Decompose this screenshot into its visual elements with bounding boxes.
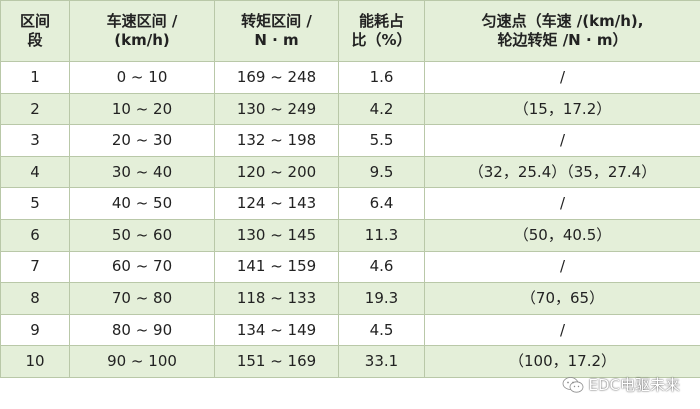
cell-segment: 10 <box>0 345 70 378</box>
cell-torque: 124 ~ 143 <box>214 187 339 220</box>
cell-point: / <box>424 187 700 220</box>
cell-ratio: 19.3 <box>338 282 425 315</box>
cell-ratio: 1.6 <box>338 61 425 94</box>
cell-segment: 6 <box>0 218 70 252</box>
cell-speed: 70 ~ 80 <box>69 282 215 315</box>
cell-speed: 60 ~ 70 <box>69 250 215 284</box>
cell-ratio: 4.6 <box>338 250 425 284</box>
energy-consumption-table: 区间 段 车速区间 / (km/h) 转矩区间 / N · m 能耗占 比（%）… <box>0 0 700 378</box>
cell-point: （50，40.5） <box>424 218 700 252</box>
table-row: 7 60 ~ 70 141 ~ 159 4.6 / <box>0 250 700 284</box>
header-row: 区间 段 车速区间 / (km/h) 转矩区间 / N · m 能耗占 比（%）… <box>0 0 700 62</box>
cell-speed: 80 ~ 90 <box>69 313 215 347</box>
cell-torque: 134 ~ 149 <box>214 313 339 347</box>
cell-point: / <box>424 124 700 157</box>
cell-ratio: 33.1 <box>338 345 425 378</box>
cell-point: （32，25.4）（35，27.4） <box>424 155 700 189</box>
cell-speed: 50 ~ 60 <box>69 218 215 252</box>
table-row: 1 0 ~ 10 169 ~ 248 1.6 / <box>0 61 700 94</box>
cell-ratio: 11.3 <box>338 218 425 252</box>
cell-segment: 3 <box>0 124 70 157</box>
cell-torque: 130 ~ 249 <box>214 92 339 126</box>
cell-segment: 4 <box>0 155 70 189</box>
header-speed-line2: (km/h) <box>114 31 170 49</box>
cell-speed: 40 ~ 50 <box>69 187 215 220</box>
cell-ratio: 4.2 <box>338 92 425 126</box>
header-ratio-line2: 比（%） <box>351 31 412 49</box>
table-row: 9 80 ~ 90 134 ~ 149 4.5 / <box>0 313 700 347</box>
watermark: EDC电驱未来 <box>562 374 680 395</box>
cell-ratio: 4.5 <box>338 313 425 347</box>
cell-point: / <box>424 313 700 347</box>
cell-torque: 169 ~ 248 <box>214 61 339 94</box>
header-torque-line2: N · m <box>254 31 299 49</box>
header-point-line1: 匀速点（车速 /(km/h), <box>481 12 644 31</box>
table-row: 5 40 ~ 50 124 ~ 143 6.4 / <box>0 187 700 220</box>
table-header: 区间 段 车速区间 / (km/h) 转矩区间 / N · m 能耗占 比（%）… <box>0 0 700 62</box>
header-torque-range: 转矩区间 / N · m <box>214 0 339 62</box>
cell-torque: 120 ~ 200 <box>214 155 339 189</box>
cell-segment: 5 <box>0 187 70 220</box>
table-row: 2 10 ~ 20 130 ~ 249 4.2 （15，17.2） <box>0 92 700 126</box>
table-row: 10 90 ~ 100 151 ~ 169 33.1 （100，17.2） <box>0 345 700 378</box>
header-segment-line2: 段 <box>27 31 43 49</box>
cell-speed: 30 ~ 40 <box>69 155 215 189</box>
cell-ratio: 5.5 <box>338 124 425 157</box>
watermark-text: EDC电驱未来 <box>588 376 680 394</box>
cell-torque: 130 ~ 145 <box>214 218 339 252</box>
header-point-line2: 轮边转矩 /N · m） <box>497 31 628 49</box>
cell-torque: 151 ~ 169 <box>214 345 339 378</box>
table-row: 6 50 ~ 60 130 ~ 145 11.3 （50，40.5） <box>0 218 700 252</box>
wechat-icon <box>563 376 584 393</box>
header-speed-range: 车速区间 / (km/h) <box>69 0 215 62</box>
cell-point: （15，17.2） <box>424 92 700 126</box>
cell-segment: 8 <box>0 282 70 315</box>
cell-point: （100，17.2） <box>424 345 700 378</box>
table-body: 1 0 ~ 10 169 ~ 248 1.6 / 2 10 ~ 20 130 ~… <box>0 61 700 378</box>
table-row: 8 70 ~ 80 118 ~ 133 19.3 （70，65） <box>0 282 700 315</box>
cell-segment: 1 <box>0 61 70 94</box>
cell-point: （70，65） <box>424 282 700 315</box>
header-segment: 区间 段 <box>0 0 70 62</box>
cell-segment: 2 <box>0 92 70 126</box>
header-constant-speed-point: 匀速点（车速 /(km/h), 轮边转矩 /N · m） <box>424 0 700 62</box>
cell-speed: 10 ~ 20 <box>69 92 215 126</box>
cell-speed: 0 ~ 10 <box>69 61 215 94</box>
header-speed-line1: 车速区间 / <box>106 12 178 31</box>
cell-speed: 20 ~ 30 <box>69 124 215 157</box>
table-row: 3 20 ~ 30 132 ~ 198 5.5 / <box>0 124 700 157</box>
cell-torque: 118 ~ 133 <box>214 282 339 315</box>
cell-segment: 9 <box>0 313 70 347</box>
cell-torque: 141 ~ 159 <box>214 250 339 284</box>
header-energy-ratio: 能耗占 比（%） <box>338 0 425 62</box>
table-row: 4 30 ~ 40 120 ~ 200 9.5 （32，25.4）（35，27.… <box>0 155 700 189</box>
cell-point: / <box>424 61 700 94</box>
cell-ratio: 9.5 <box>338 155 425 189</box>
cell-speed: 90 ~ 100 <box>69 345 215 378</box>
cell-torque: 132 ~ 198 <box>214 124 339 157</box>
header-segment-line1: 区间 <box>19 12 50 31</box>
header-torque-line1: 转矩区间 / <box>241 12 312 31</box>
cell-segment: 7 <box>0 250 70 284</box>
cell-ratio: 6.4 <box>338 187 425 220</box>
header-ratio-line1: 能耗占 <box>358 12 404 31</box>
cell-point: / <box>424 250 700 284</box>
